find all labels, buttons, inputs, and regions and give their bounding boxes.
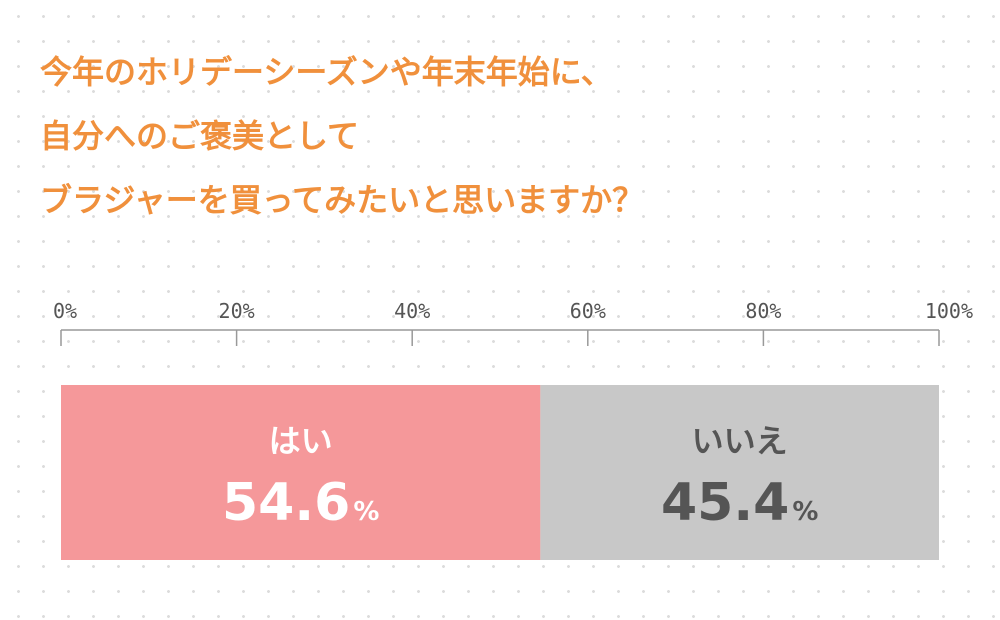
x-tick-label: 100%	[925, 299, 973, 323]
title-line-2: 自分へのご褒美として	[40, 117, 360, 155]
x-tick-label: 20%	[219, 299, 255, 323]
segment-value-number: 54.6	[222, 473, 350, 533]
chart-title: 今年のホリデーシーズンや年末年始に、 自分へのご褒美として ブラジャーを買ってみ…	[40, 40, 940, 232]
bar-segment-no	[540, 385, 939, 560]
segment-label-yes: はい	[269, 422, 333, 460]
segment-value-yes: 54.6%	[222, 473, 379, 533]
segment-value-no: 45.4%	[661, 473, 818, 533]
x-tick-label: 0%	[53, 299, 77, 323]
title-line-3: ブラジャーを買ってみたいと思いますか？	[40, 181, 645, 219]
segment-label-no: いいえ	[692, 422, 788, 460]
segment-value-unit: %	[353, 497, 379, 527]
x-tick-label: 60%	[570, 299, 606, 323]
segment-value-unit: %	[792, 497, 818, 527]
x-axis: 0% 20% 40% 60% 80% 100%	[53, 299, 973, 346]
x-tick-label: 80%	[745, 299, 781, 323]
segment-value-number: 45.4	[661, 473, 789, 533]
bar-segments: はい 54.6 % いいえ 45.4%	[61, 385, 939, 560]
title-line-1: 今年のホリデーシーズンや年末年始に、	[40, 53, 613, 91]
x-tick-label: 40%	[394, 299, 430, 323]
bar-segment-yes	[61, 385, 541, 560]
